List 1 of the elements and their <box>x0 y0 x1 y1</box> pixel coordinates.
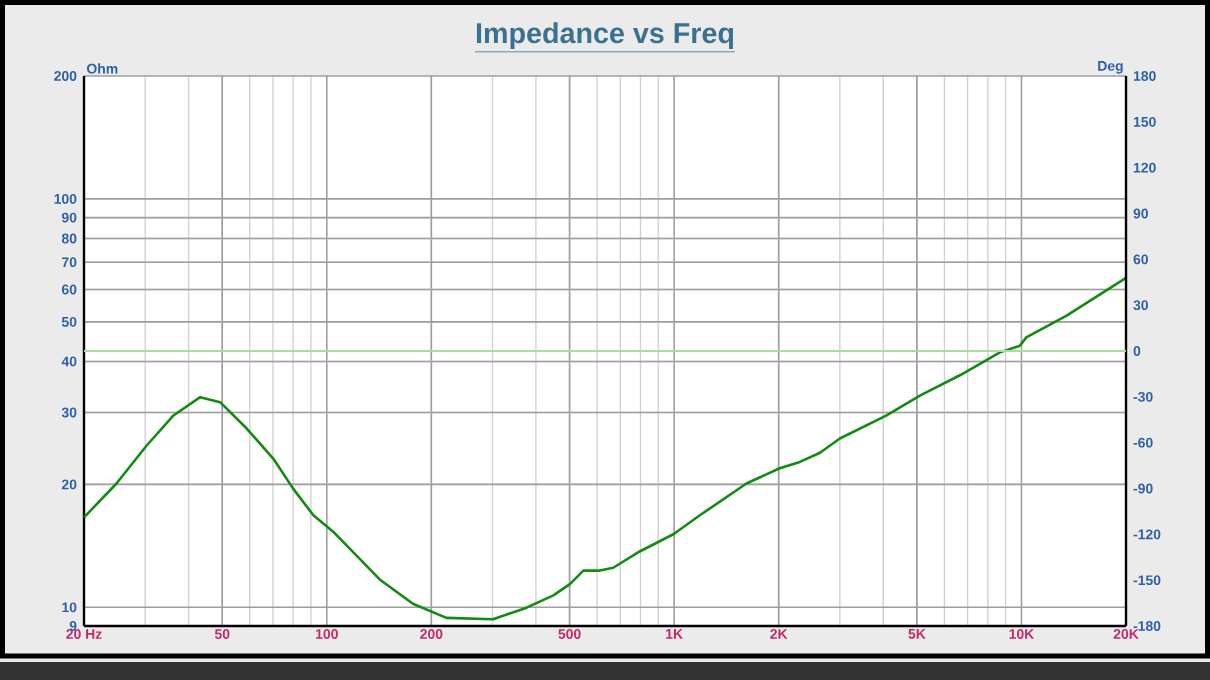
chart-title: Impedance vs Freq <box>476 22 733 50</box>
